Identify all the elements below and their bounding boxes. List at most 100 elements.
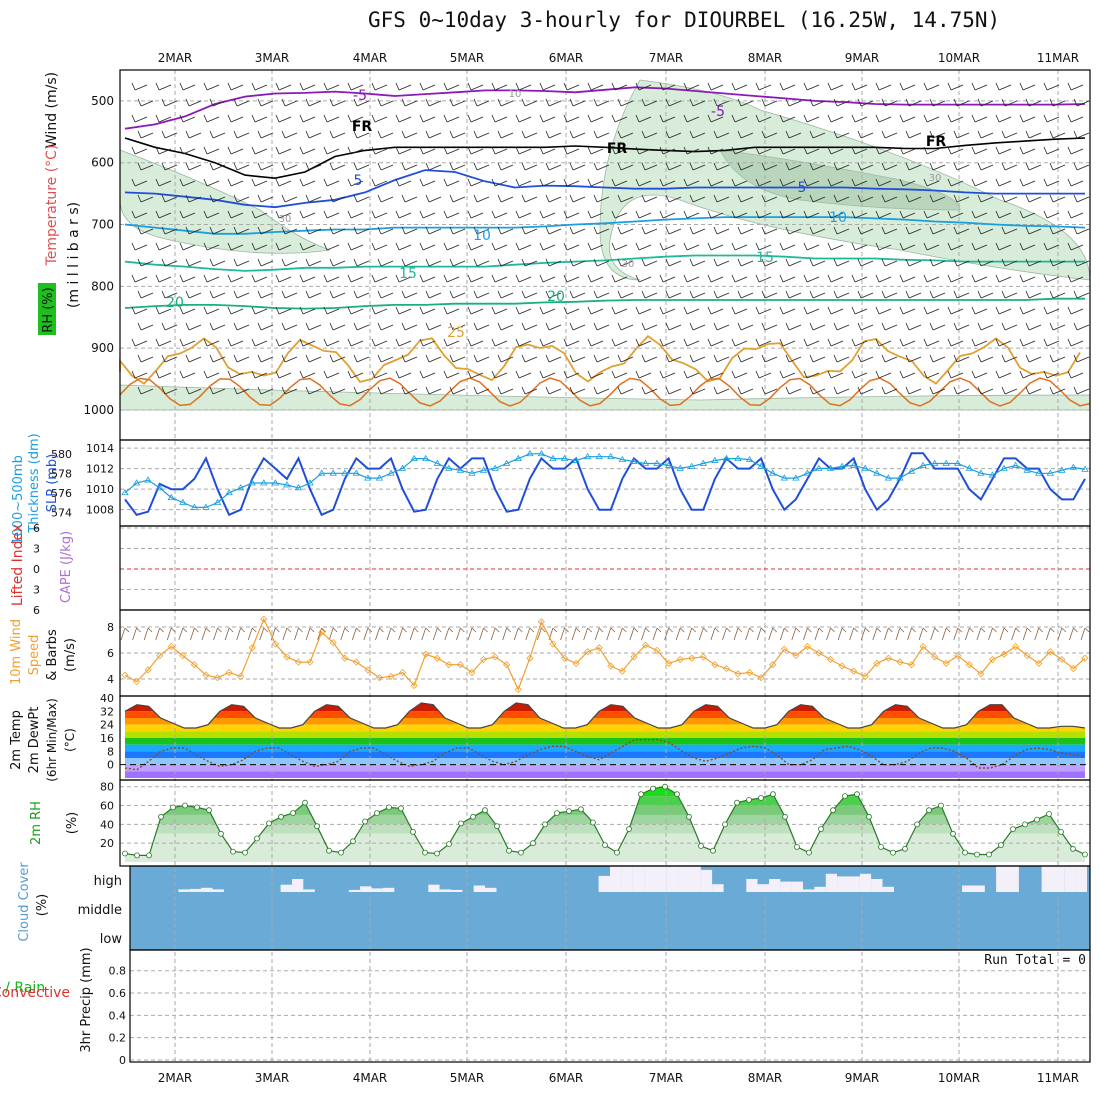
contour-25 xyxy=(119,335,1081,385)
wind-barb xyxy=(419,338,436,347)
wind-barb xyxy=(611,114,628,123)
wind-barb xyxy=(731,242,748,251)
wind-barb xyxy=(179,210,196,219)
wind-speed-point xyxy=(572,659,580,667)
thickness-point xyxy=(664,461,673,468)
wind-barb xyxy=(203,114,220,123)
wind-barb xyxy=(347,178,364,187)
wind-barb xyxy=(155,82,172,91)
wind-barb xyxy=(137,98,154,107)
wind-barb xyxy=(425,322,442,331)
wind-barb xyxy=(515,114,532,123)
wind-barb xyxy=(977,290,994,299)
wind-barb xyxy=(281,194,298,203)
cloud-bar xyxy=(712,866,724,885)
thickness-point xyxy=(792,474,800,481)
wind-speed-point xyxy=(479,655,488,664)
wind-barb xyxy=(779,210,796,219)
wind-barb xyxy=(257,290,274,299)
wind-barb xyxy=(1067,210,1084,219)
wind-barb xyxy=(755,242,772,251)
wind-speed-point xyxy=(1000,650,1008,658)
thickness-point xyxy=(329,469,337,476)
surface-wind-barb xyxy=(964,627,974,641)
wind-barb xyxy=(1049,258,1066,267)
wind-speed-point xyxy=(167,642,175,651)
surface-wind-barb xyxy=(907,627,916,641)
wind-speed-point xyxy=(630,653,638,661)
wind-barb xyxy=(401,162,418,171)
wind-barb xyxy=(497,290,514,299)
wind-barb xyxy=(785,354,802,363)
cloud-bar xyxy=(837,876,849,892)
wind-barb xyxy=(305,130,322,139)
wind-barb xyxy=(497,130,514,139)
wind-barb xyxy=(587,210,604,219)
wind-barb xyxy=(665,226,682,235)
wind-barb xyxy=(131,114,148,123)
wind-speed-point xyxy=(954,652,962,660)
wind-barb xyxy=(857,354,874,363)
rh-tick: 60 xyxy=(100,800,114,813)
wind-barb xyxy=(929,226,946,235)
wind-barb xyxy=(953,162,970,171)
cloud-bar xyxy=(1041,866,1053,892)
wind-barb xyxy=(665,258,682,267)
wind-barb xyxy=(569,322,586,331)
rh-point xyxy=(458,820,464,827)
wind-barb xyxy=(353,194,370,203)
surface-wind-barb xyxy=(560,627,569,641)
cloud-bar xyxy=(451,889,463,892)
wind-speed-point xyxy=(653,646,661,654)
cloud-bar xyxy=(382,866,395,888)
wind-barb xyxy=(1025,194,1042,203)
wind-speed-point xyxy=(803,642,811,651)
wind-barb xyxy=(731,114,748,123)
rh-point xyxy=(170,804,176,811)
wind10m-label: 10m Wind xyxy=(9,619,24,685)
rh-point xyxy=(578,806,584,813)
wind-barb xyxy=(809,290,826,299)
wind-barb xyxy=(689,226,706,235)
contour-label: -5 xyxy=(711,104,725,120)
thickness-point xyxy=(167,493,175,501)
wind-barb xyxy=(1001,386,1018,395)
thickness-point xyxy=(688,462,696,469)
wind-barb xyxy=(329,194,346,203)
wind-barb xyxy=(209,386,226,395)
wind-barb xyxy=(521,162,538,171)
wind-barb xyxy=(803,146,820,155)
wind-barb xyxy=(683,82,700,91)
rh-point xyxy=(374,810,380,816)
wind-barb xyxy=(515,242,532,251)
wind-barb xyxy=(803,242,820,251)
wind-barb xyxy=(923,114,940,123)
wind-barb xyxy=(779,82,796,91)
wind-speed-point xyxy=(1023,652,1031,660)
precip-units-label: 3hr Precip (mm) xyxy=(79,947,94,1052)
wind-barb xyxy=(443,338,460,347)
wind-barb xyxy=(497,98,514,107)
wind-barb xyxy=(1001,162,1018,171)
rh-point xyxy=(230,848,236,855)
wind-barb xyxy=(611,370,628,379)
wind-barb xyxy=(875,210,892,219)
wind-speed-point xyxy=(665,659,673,667)
cloud-bar xyxy=(791,881,804,892)
wind-barb xyxy=(473,386,490,395)
wind-barb xyxy=(683,274,700,283)
wind-barb xyxy=(761,258,778,267)
wind-barb xyxy=(329,290,346,299)
wind-barb xyxy=(827,146,844,155)
thickness-point xyxy=(526,449,534,457)
cloud-bar xyxy=(598,866,610,876)
wind-barb xyxy=(353,226,370,235)
wind-barb xyxy=(467,82,484,91)
wind-barb xyxy=(899,178,916,187)
temp-tick: 40 xyxy=(100,692,114,705)
surface-wind-barb xyxy=(791,627,801,641)
rh-point xyxy=(782,813,788,820)
wind-barb xyxy=(1067,370,1084,379)
wind-barb xyxy=(755,210,772,219)
wind-barb xyxy=(545,354,562,363)
